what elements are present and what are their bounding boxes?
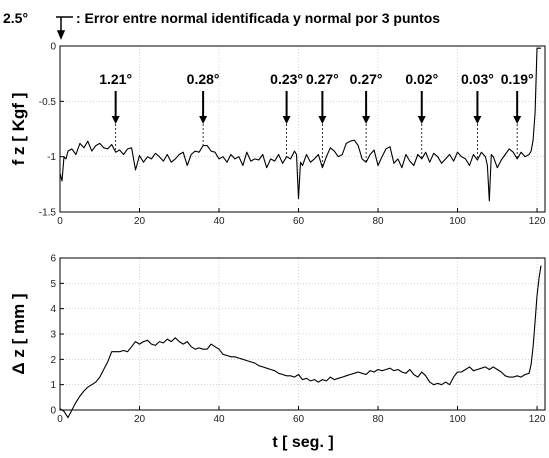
legend-text: : Error entre normal identificada y norm… [76, 10, 440, 26]
annotation-arrowhead-icon [199, 116, 208, 124]
displacement-x-tick-label: 100 [449, 414, 466, 425]
displacement-x-tick-label: 0 [57, 414, 63, 425]
annotation-label: 0.03° [461, 71, 494, 87]
displacement-x-ticks: 0 20 40 60 80 100 120 [57, 406, 546, 425]
annotation-label: 0.19° [501, 71, 534, 87]
force-annotations: 1.21° 0.28° 0.23° 0.27° 0.27° 0.02° 0.03° 0.19° [99, 71, 534, 124]
displacement-x-tick-label: 20 [134, 414, 146, 425]
force-y-tick-label: -1.5 [39, 208, 57, 219]
force-x-tick-label: 120 [529, 216, 546, 227]
force-y-tick-label: 0 [50, 42, 56, 53]
displacement-grid [59, 257, 545, 411]
annotation-label: 0.27° [306, 71, 339, 87]
annotation-label: 1.21° [99, 71, 132, 87]
force-series-line [59, 47, 541, 202]
annotation-arrowhead-icon [318, 116, 327, 124]
displacement-y-tick-label: 4 [50, 304, 56, 315]
force-y-tick-label: -0.5 [39, 97, 57, 108]
force-y-axis-label: f z [ Kgf ] [9, 93, 28, 166]
displacement-y-tick-label: 3 [50, 330, 56, 341]
displacement-y-tick-label: 0 [50, 406, 56, 417]
force-annotation-guides [115, 124, 518, 168]
annotation-label: 0.27° [350, 71, 383, 87]
force-x-tick-label: 60 [293, 216, 305, 227]
force-panel: 0 20 40 60 80 100 120 0 -0.5 -1 -1.5 1.21° 0.28° 0.… [9, 42, 546, 228]
displacement-y-ticks: 0 1 2 3 4 5 6 [50, 254, 64, 417]
displacement-x-tick-label: 40 [213, 414, 225, 425]
force-x-tick-label: 20 [134, 216, 146, 227]
displacement-y-tick-label: 1 [50, 380, 56, 391]
displacement-panel: 0 20 40 60 80 100 120 0 1 2 3 4 5 6 Δ z [ mm ] t [ s… [9, 254, 546, 452]
force-plot-frame [59, 45, 546, 213]
time-x-axis-label: t [ seg. ] [272, 434, 333, 451]
displacement-y-tick-label: 2 [50, 355, 56, 366]
displacement-x-tick-label: 80 [372, 414, 384, 425]
force-grid [59, 45, 545, 213]
force-x-tick-label: 100 [449, 216, 466, 227]
force-y-tick-label: -1 [47, 152, 56, 163]
force-x-tick-label: 0 [57, 216, 63, 227]
annotation-arrowhead-icon [111, 116, 120, 124]
force-y-ticks: 0 -0.5 -1 -1.5 [39, 42, 64, 219]
legend: 2.5° : Error entre normal identificada y… [3, 10, 440, 40]
annotation-arrowhead-icon [473, 116, 482, 124]
displacement-y-axis-label: Δ z [ mm ] [9, 293, 28, 374]
force-x-tick-label: 40 [213, 216, 225, 227]
annotation-label: 0.23° [270, 71, 303, 87]
legend-symbol-label: 2.5° [3, 10, 28, 26]
annotation-arrowhead-icon [362, 116, 371, 124]
displacement-x-tick-label: 120 [529, 414, 546, 425]
annotation-label: 0.28° [187, 71, 220, 87]
displacement-series-line [59, 265, 542, 419]
annotation-label: 0.02° [405, 71, 438, 87]
force-x-tick-label: 80 [372, 216, 384, 227]
annotation-arrowhead-icon [282, 116, 291, 124]
displacement-x-tick-label: 60 [293, 414, 305, 425]
force-x-ticks: 0 20 40 60 80 100 120 [57, 208, 546, 227]
legend-arrow-icon [56, 16, 73, 40]
annotation-arrowhead-icon [417, 116, 426, 124]
displacement-y-tick-label: 5 [50, 279, 56, 290]
displacement-y-tick-label: 6 [50, 254, 56, 265]
annotation-arrowhead-icon [513, 116, 522, 124]
